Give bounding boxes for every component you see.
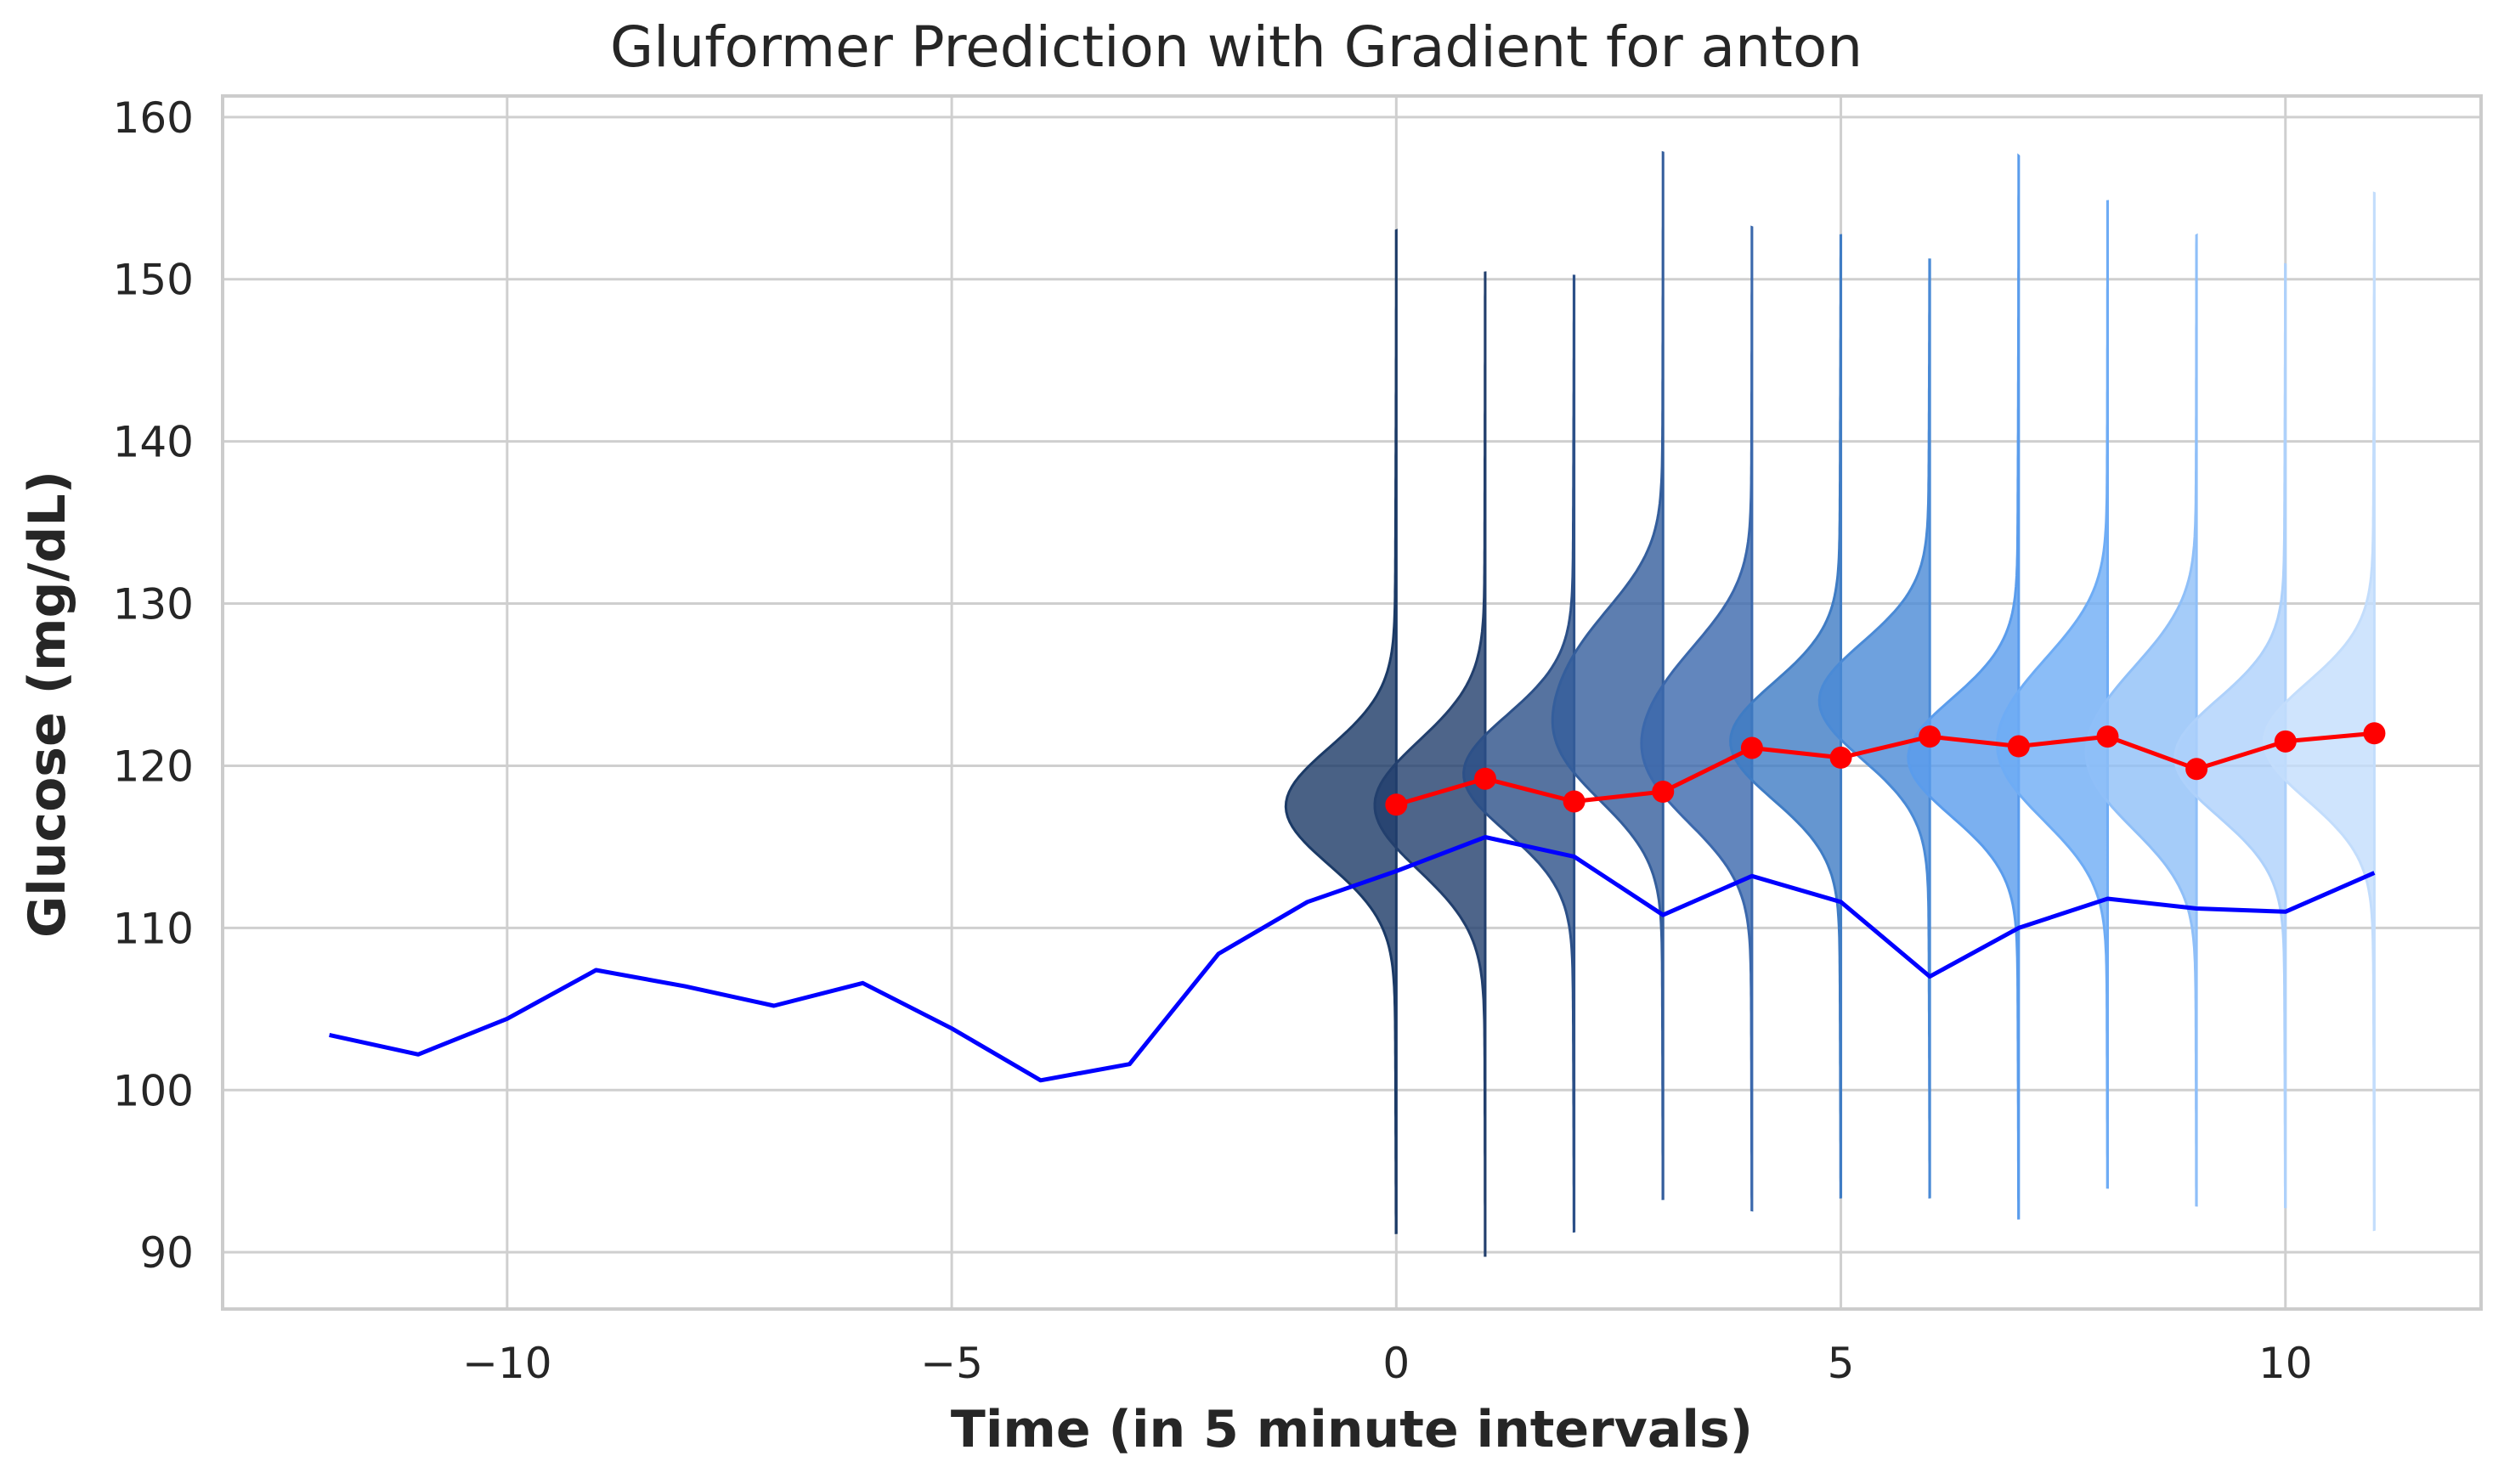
plot-border	[221, 94, 2483, 1311]
distribution-violin	[1995, 200, 2109, 1189]
y-tick-label: 120	[113, 742, 194, 791]
y-tick-label: 140	[113, 418, 194, 467]
distribution-violin	[1373, 271, 1487, 1257]
predicted-point	[2363, 722, 2386, 745]
predicted-point	[2274, 730, 2297, 753]
y-tick-label: 90	[139, 1228, 194, 1278]
predicted-point	[2185, 758, 2208, 781]
prediction-distributions	[1284, 150, 2376, 1257]
x-tick-label: −5	[920, 1339, 983, 1388]
tick-labels: −10 −5 0 5 10 90 100 110 120 130 140 150 160	[113, 93, 2313, 1388]
x-tick-label: −10	[462, 1339, 552, 1388]
distribution-violin	[1551, 150, 1665, 1200]
y-tick-label: 150	[113, 256, 194, 305]
distribution-violin	[1817, 258, 1931, 1199]
predicted-point	[1740, 736, 1763, 759]
predicted-point	[2096, 725, 2119, 748]
predicted-point	[1563, 790, 1585, 813]
predicted-point	[1829, 746, 1852, 769]
predicted-line	[1395, 731, 2375, 807]
x-tick-label: 0	[1382, 1339, 1410, 1388]
series-lines	[329, 722, 2386, 1083]
distribution-violin	[2173, 262, 2287, 1209]
actual-line	[329, 835, 2376, 1083]
predicted-point	[1652, 781, 1675, 803]
y-axis-label: Glucose (mg/dL)	[18, 471, 77, 938]
distribution-violin	[2262, 191, 2376, 1232]
distribution-violin	[1907, 153, 2021, 1220]
distribution-violin	[1640, 225, 1754, 1212]
predicted-point	[1919, 725, 1942, 748]
distribution-violin	[1729, 234, 1843, 1199]
plot-frame	[221, 94, 2483, 1311]
predicted-point	[1385, 793, 1408, 816]
y-tick-label: 100	[113, 1066, 194, 1115]
distribution-violin	[1462, 274, 1576, 1233]
chart-title: Gluformer Prediction with Gradient for a…	[610, 14, 1862, 80]
y-tick-label: 130	[113, 580, 194, 629]
distribution-violin	[2084, 233, 2198, 1207]
y-tick-label: 110	[113, 904, 194, 953]
predicted-point	[1473, 767, 1496, 790]
x-axis-label: Time (in 5 minute intervals)	[951, 1400, 1753, 1459]
y-tick-label: 160	[113, 93, 194, 143]
x-tick-label: 10	[2258, 1339, 2313, 1388]
predicted-point	[2007, 735, 2030, 758]
distribution-violin	[1284, 229, 1398, 1234]
x-tick-label: 5	[1828, 1339, 1855, 1388]
